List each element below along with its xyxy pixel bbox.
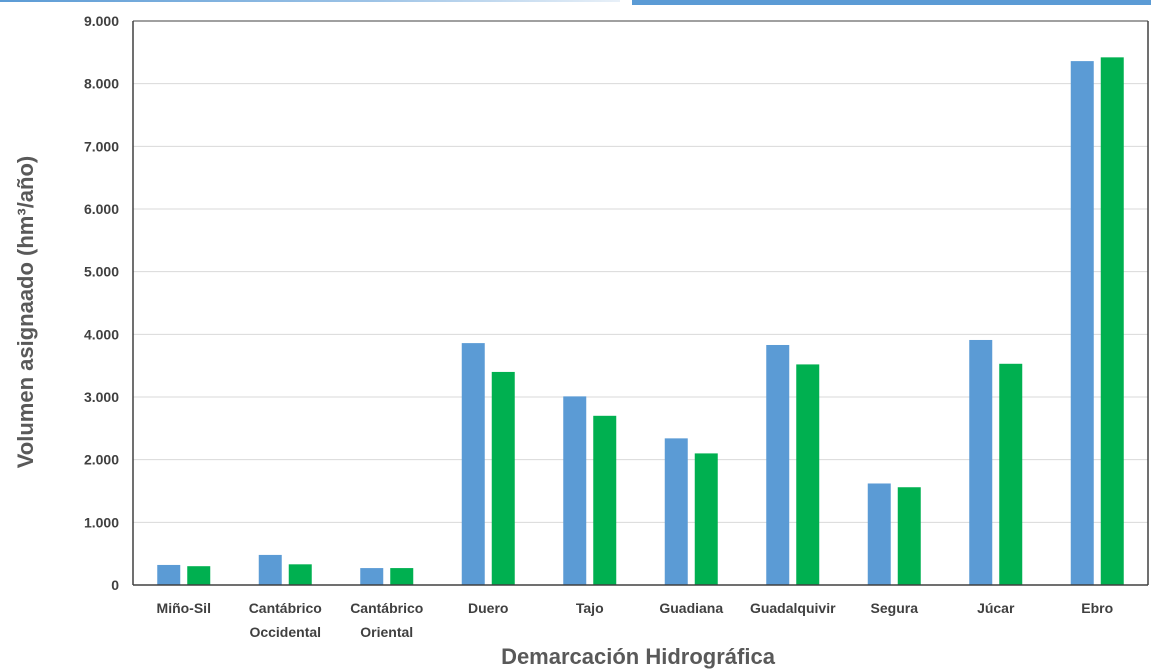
y-tick-label: 0 <box>111 577 119 593</box>
x-tick-label: Tajo <box>576 600 604 616</box>
y-tick-label: 8.000 <box>84 76 119 92</box>
bar-series-2 <box>390 568 414 585</box>
x-tick-label: Cantábrico <box>249 600 322 616</box>
bar-series-1 <box>1070 61 1094 585</box>
bar-series-2 <box>999 363 1023 585</box>
bar-series-1 <box>563 396 587 585</box>
x-tick-label: Duero <box>468 600 508 616</box>
bar-series-1 <box>969 339 993 585</box>
bar-series-1 <box>766 344 790 585</box>
x-axis-title: Demarcación Hidrográfica <box>501 644 776 669</box>
bar-series-2 <box>187 566 211 585</box>
y-tick-label: 3.000 <box>84 389 119 405</box>
y-tick-label: 1.000 <box>84 514 119 530</box>
bar-series-2 <box>694 453 718 585</box>
bar-series-1 <box>258 554 282 585</box>
y-tick-label: 4.000 <box>84 326 119 342</box>
bar-series-2 <box>491 371 515 585</box>
bar-series-2 <box>796 364 820 585</box>
bar-series-2 <box>593 415 617 585</box>
bar-series-2 <box>897 487 921 585</box>
bar-series-2 <box>288 564 312 585</box>
x-tick-label: Segura <box>871 600 919 616</box>
x-tick-label: Oriental <box>360 624 413 640</box>
gridlines <box>133 20 1148 523</box>
x-tick-label: Occidental <box>249 624 321 640</box>
y-tick-label: 9.000 <box>84 13 119 29</box>
axes <box>132 20 1149 586</box>
x-tick-label: Ebro <box>1081 600 1113 616</box>
y-tick-label: 5.000 <box>84 264 119 280</box>
bar-series-1 <box>867 483 891 585</box>
bar-series-1 <box>664 438 688 585</box>
x-tick-label: Guadalquivir <box>750 600 836 616</box>
bar-series-2 <box>1100 57 1124 585</box>
x-tick-label: Cantábrico <box>350 600 423 616</box>
y-tick-label: 6.000 <box>84 201 119 217</box>
x-tick-label: Guadiana <box>659 600 723 616</box>
y-tick-label: 7.000 <box>84 138 119 154</box>
bars <box>157 57 1124 585</box>
top-rule-right <box>632 0 1151 5</box>
top-rule-left <box>0 0 620 2</box>
bar-series-1 <box>157 564 181 585</box>
bar-series-1 <box>360 568 384 585</box>
y-axis-title: Volumen asignaado (hm³/año) <box>13 156 38 469</box>
x-tick-label: Júcar <box>977 600 1015 616</box>
y-tick-label: 2.000 <box>84 452 119 468</box>
tick-labels: 0 1.000 2.000 3.000 4.000 5.000 6.000 7.000 8.00… <box>84 13 1113 640</box>
bar-series-1 <box>461 343 485 585</box>
x-tick-label: Miño-Sil <box>157 600 211 616</box>
